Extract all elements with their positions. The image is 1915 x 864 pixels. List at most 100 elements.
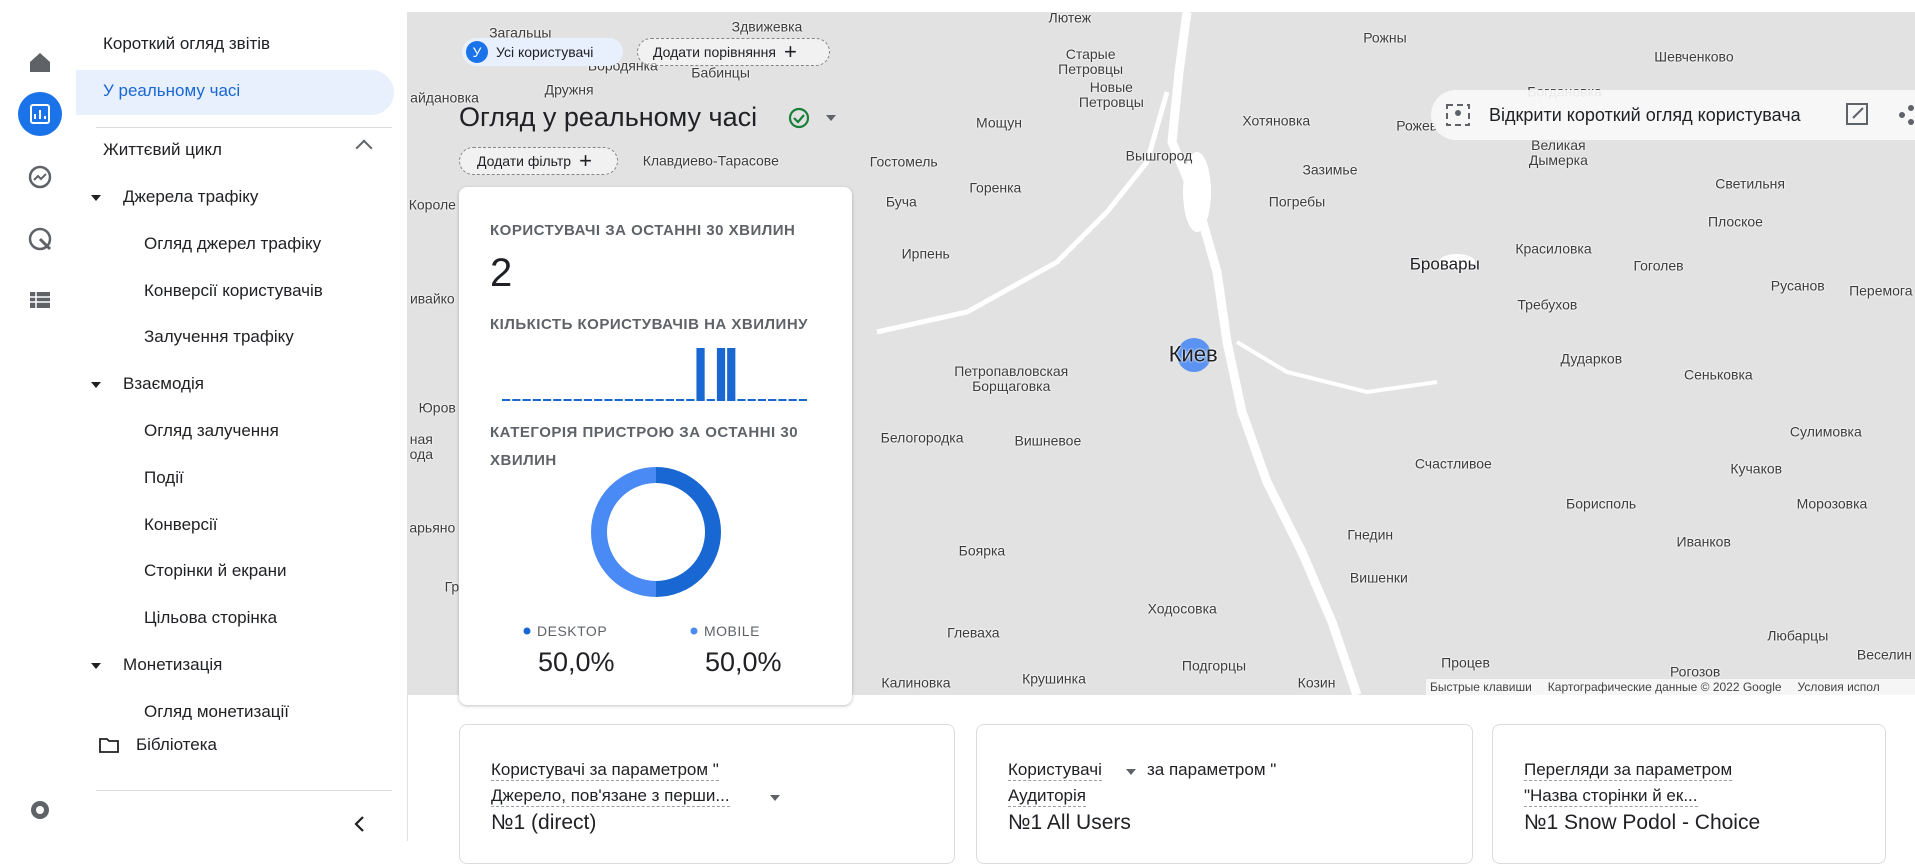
map-attribution: Быстрые клавиши Картографические данные ©…: [1426, 679, 1915, 695]
card-dimension: Джерело, пов'язане з перши...: [491, 786, 730, 807]
value-label: 50,0%: [538, 647, 615, 677]
segment-badge: У: [466, 41, 488, 63]
add-filter-label: Додати фільтр: [477, 153, 572, 169]
baseline-dash: [542, 399, 552, 401]
baseline-dash: [798, 399, 807, 401]
legend-label: DESKTOP: [537, 623, 607, 639]
nav-item[interactable]: Короткий огляд звітів: [103, 34, 271, 53]
map-label: Гостомель: [869, 153, 938, 170]
value-label: 50,0%: [705, 647, 782, 677]
folder-icon: [99, 738, 119, 753]
attribution-item: Условия испол: [1797, 680, 1880, 694]
per-minute-title: КІЛЬКІСТЬ КОРИСТУВАЧІВ НА ХВИЛИНУ: [490, 316, 808, 333]
map-label: Калиновка: [881, 674, 951, 691]
nav-library[interactable]: Бібліотека: [136, 735, 217, 754]
baseline-dash: [757, 399, 767, 401]
user-location: [1177, 338, 1211, 372]
nav-item[interactable]: Події: [144, 467, 184, 487]
explore-icon[interactable]: [28, 165, 52, 189]
map-label: Ирпень: [901, 245, 950, 262]
triangle: [91, 662, 101, 674]
page-title: Огляд у реальному часі: [459, 102, 758, 132]
add-comparison[interactable]: Додати порівняння +: [637, 38, 830, 66]
baseline-dash: [686, 399, 695, 401]
baseline-dash: [553, 399, 562, 401]
map-label: ная ода: [409, 430, 434, 462]
dimension-card: Перегляди за параметром "Назва сторінки й…: [1492, 724, 1886, 864]
baseline-dash: [522, 399, 531, 401]
nav-item[interactable]: Огляд залучення: [144, 421, 279, 441]
baseline-dash: [502, 399, 511, 401]
map-label: Подгорцы: [1181, 657, 1247, 674]
add-filter[interactable]: Додати фільтр +: [459, 147, 618, 175]
device-chart: DESKTOP 50,0% MOBILE 50,0%: [523, 467, 782, 677]
baseline-dash: [645, 399, 654, 401]
map-label: Рогозов: [1669, 663, 1721, 680]
baseline-dash: [635, 399, 644, 401]
map-label: Гнедин: [1347, 526, 1394, 543]
per-minute-chart: [502, 348, 807, 401]
baseline-dash: [788, 399, 797, 401]
map-label: Шевченково: [1654, 48, 1734, 65]
map-label: Здвижевка: [731, 18, 803, 35]
divider: [96, 127, 392, 128]
map-label: Любарцы: [1767, 627, 1829, 644]
map-label: Великая Дымерка: [1528, 136, 1588, 168]
nav-item[interactable]: Сторінки й екрани: [144, 561, 287, 581]
nav-item[interactable]: Огляд джерел трафіку: [144, 234, 322, 253]
collapse-icon[interactable]: [350, 814, 370, 834]
nav-list: Короткий огляд звітів У реальному часі Жит…: [76, 0, 407, 720]
nav-item[interactable]: Конверсії користувачів: [144, 280, 323, 300]
users-title: КОРИСТУВАЧІ ЗА ОСТАННІ 30 ХВИЛИН: [490, 222, 796, 239]
snapshot-icon: [1446, 104, 1470, 126]
map-label: Перемога: [1849, 282, 1913, 299]
nav-group[interactable]: Взаємодія: [123, 374, 204, 394]
map-label: Рожны: [1363, 29, 1407, 46]
map-label: Лютеж: [1048, 12, 1092, 26]
add-comparison-label: Додати порівняння: [653, 44, 776, 60]
nav-item[interactable]: Конверсії: [144, 514, 218, 534]
legend-label: MOBILE: [704, 623, 760, 639]
map-label: Рожев: [1396, 117, 1438, 134]
nav-group[interactable]: Джерела трафіку: [123, 187, 259, 206]
map-label: Морозовка: [1796, 495, 1868, 512]
attribution-item: Быстрые клавиши: [1430, 680, 1532, 694]
map-label: Старые Петровцы: [1058, 46, 1124, 78]
map-label: Дружня: [544, 81, 594, 98]
map-label: Плоское: [1707, 213, 1763, 230]
map-label: Погребы: [1268, 193, 1326, 209]
baseline-dash: [655, 399, 664, 401]
dropdown: [1126, 769, 1136, 780]
nav-item[interactable]: Цільова сторінка: [144, 607, 278, 627]
map-label: Гр: [444, 578, 460, 595]
baseline-dash: [573, 399, 582, 401]
map-label: Бабинцы: [691, 64, 750, 81]
map-label: Светильня: [1715, 175, 1785, 192]
advertising-icon[interactable]: [28, 227, 52, 251]
map-label: Веселин: [1856, 646, 1913, 663]
rail: [0, 12, 77, 841]
nav-item[interactable]: Залучення трафіку: [144, 327, 294, 347]
user-snapshot[interactable]: Відкрити короткий огляд користувача: [1431, 90, 1915, 140]
nav-selected: [76, 70, 394, 115]
map-label: Гоголев: [1633, 257, 1684, 274]
triangle: [91, 195, 101, 206]
nav-item[interactable]: У реальному часі: [103, 81, 241, 100]
segment-chip[interactable]: У Усі користувачі: [462, 38, 623, 66]
bar: [727, 348, 736, 400]
card-top: №1 All Users: [1008, 811, 1131, 834]
map-label: Иванков: [1676, 533, 1731, 550]
donut-slice: [655, 467, 721, 597]
map-label: Белогородка: [880, 429, 964, 446]
dropdown: [770, 795, 780, 806]
configure-icon[interactable]: [30, 292, 50, 308]
baseline-dash: [737, 399, 746, 401]
baseline-dash: [594, 399, 603, 401]
nav-section[interactable]: Життєвий цикл: [103, 140, 222, 159]
home-icon[interactable]: [30, 53, 50, 72]
map-label: Горенка: [969, 179, 1022, 196]
baseline-dash: [563, 399, 572, 401]
nav-item[interactable]: Огляд монетизації: [144, 701, 290, 720]
nav-group[interactable]: Монетизація: [123, 654, 223, 674]
